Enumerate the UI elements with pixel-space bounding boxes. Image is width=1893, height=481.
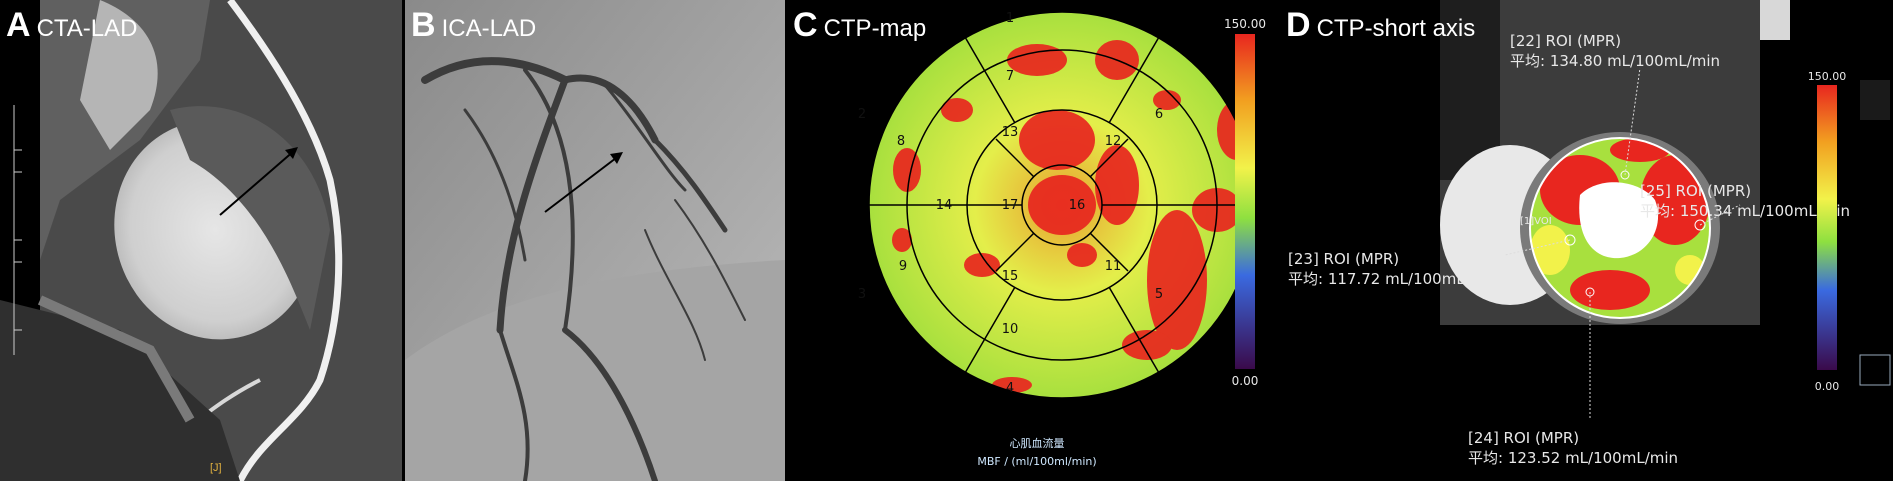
caption-unit: MBF / (ml/100ml/min) [977, 455, 1096, 468]
segment-label: 11 [1105, 259, 1122, 274]
segment-label: 1 [1006, 11, 1014, 26]
scale-min: 0.00 [1232, 374, 1259, 388]
panel-c-ctp-map: 1 2 3 4 5 6 7 8 9 10 11 12 13 14 15 16 1… [787, 0, 1277, 481]
segment-label: 14 [936, 198, 953, 213]
panel-b-ica: B ICA-LAD [405, 0, 785, 481]
roi-22-name: [22] ROI (MPR) [1510, 32, 1621, 50]
bottom-marker: [J] [210, 462, 222, 474]
segment-label: 4 [1006, 381, 1014, 396]
caption-chinese: 心肌血流量 [1010, 436, 1065, 450]
segment-label: 3 [858, 287, 866, 302]
segment-label: 15 [1002, 269, 1019, 284]
short-axis-image: [1]VOI [22] ROI (MPR) 平均: 134.80 mL/100m… [1288, 0, 1891, 467]
roi-22-value: 平均: 134.80 mL/100mL/min [1510, 52, 1720, 70]
segment-label: 8 [897, 134, 905, 149]
color-scale-bar [1817, 85, 1837, 370]
segment-label: 9 [899, 259, 907, 274]
roi-24-name: [24] ROI (MPR) [1468, 429, 1579, 447]
panel-title: CTP-map [823, 15, 927, 42]
roi-23-name: [23] ROI (MPR) [1288, 250, 1399, 268]
panel-letter: A [6, 6, 31, 44]
panel-c-label: C CTP-map [793, 6, 926, 45]
panel-title: ICA-LAD [441, 15, 537, 42]
roi-25-name: [25] ROI (MPR) [1640, 182, 1751, 200]
panel-letter: C [793, 6, 818, 44]
panel-a-cta: A CTA-LAD [J] [0, 0, 402, 481]
scale-min: 0.00 [1815, 380, 1840, 393]
color-scale-bar [1235, 34, 1255, 369]
panel-d-short-axis: [1]VOI [22] ROI (MPR) 平均: 134.80 mL/100m… [1280, 0, 1893, 481]
segment-label: 16 [1069, 198, 1086, 213]
panel-a-label: A CTA-LAD [6, 6, 137, 45]
panel-title: CTP-short axis [1316, 15, 1476, 42]
panel-letter: B [411, 6, 436, 44]
segment-label: 12 [1105, 134, 1122, 149]
segment-label: 5 [1155, 287, 1163, 302]
scale-max: 150.00 [1808, 70, 1847, 83]
cta-image [0, 0, 402, 481]
panel-b-label: B ICA-LAD [411, 6, 536, 45]
voi-label: [1]VOI [1520, 216, 1552, 227]
segment-label: 13 [1002, 125, 1019, 140]
roi-24-value: 平均: 123.52 mL/100mL/min [1468, 449, 1678, 467]
roi-25-value: 平均: 150.34 mL/100mL/min [1640, 202, 1850, 220]
angiogram-image [405, 0, 785, 481]
scale-max: 150.00 [1224, 17, 1266, 31]
segment-label: 7 [1006, 69, 1014, 84]
panel-letter: D [1286, 6, 1311, 44]
segment-label: 2 [858, 107, 866, 122]
roi-23-value: 平均: 117.72 mL/100mL/min [1288, 270, 1498, 288]
segment-label: 17 [1002, 198, 1019, 213]
panel-d-label: D CTP-short axis [1286, 6, 1475, 45]
segment-label: 10 [1002, 322, 1019, 337]
bullseye-plot: 1 2 3 4 5 6 7 8 9 10 11 12 13 14 15 16 1… [858, 11, 1266, 468]
panel-title: CTA-LAD [36, 15, 138, 42]
segment-label: 6 [1155, 107, 1163, 122]
